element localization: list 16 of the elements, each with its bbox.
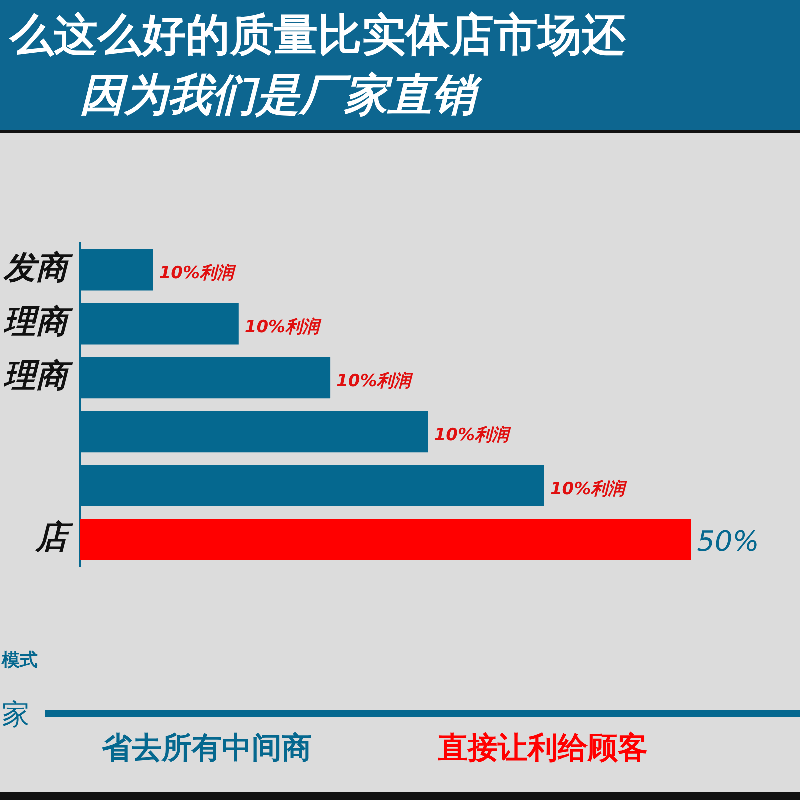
text: 家 bbox=[2, 697, 30, 733]
text: 模式 bbox=[2, 649, 38, 672]
annotation: 10%利润 bbox=[434, 425, 512, 446]
y-tick-label: 发商 bbox=[3, 248, 74, 286]
y-tick-label: 理商 bbox=[4, 302, 74, 340]
y-tick-label: 理商 bbox=[4, 356, 74, 394]
annotation: 10%利润 bbox=[336, 371, 414, 392]
annotation: 10%利润 bbox=[550, 479, 628, 500]
text: 省去所有中间商 bbox=[102, 730, 312, 768]
chart-title: 么这么好的质量比实体店市场还 bbox=[10, 9, 626, 63]
text: 50% bbox=[697, 525, 760, 558]
text: 直接让利给顾客 bbox=[438, 730, 648, 768]
y-tick-label: 店 bbox=[34, 518, 74, 556]
bar bbox=[80, 519, 692, 560]
annotation: 10%利润 bbox=[159, 264, 238, 284]
annotation: 10%利润 bbox=[244, 318, 323, 338]
